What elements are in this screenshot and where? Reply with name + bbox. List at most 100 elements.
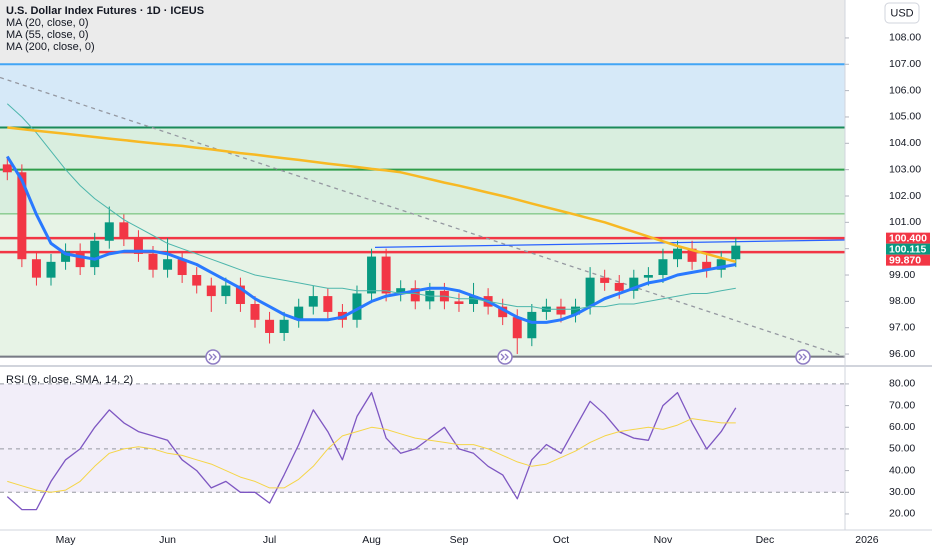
candle-body: [192, 275, 202, 286]
candle-body: [46, 261, 56, 278]
candle-body: [556, 306, 566, 315]
rsi-line: [6, 391, 737, 511]
candle-body: [527, 311, 537, 339]
candle-body: [396, 288, 406, 294]
candle-body: [498, 306, 508, 318]
symbol-title: U.S. Dollar Index Futures · 1D · ICEUS: [6, 5, 204, 17]
candle-body: [512, 317, 522, 339]
candle-body: [367, 256, 377, 294]
candle-body: [687, 248, 697, 262]
currency-label[interactable]: USD: [890, 7, 913, 19]
candle-body: [61, 251, 71, 262]
candle-body: [221, 285, 231, 297]
candle-body: [163, 259, 173, 270]
price-label: 99.870: [889, 254, 921, 266]
candle-body: [614, 282, 624, 291]
candle-body: [673, 248, 683, 260]
candle-body: [308, 296, 318, 307]
candle-body: [133, 238, 143, 254]
candle-body: [643, 275, 653, 278]
legend-entry: MA (55, close, 0): [6, 29, 89, 41]
y-tick-label: 103.00: [889, 163, 921, 175]
candle-body: [352, 293, 362, 320]
candle-body: [294, 306, 304, 320]
candle-body: [2, 164, 12, 173]
candle-body: [381, 256, 391, 294]
candle-body: [323, 296, 333, 312]
y-tick-label: 108.00: [889, 32, 921, 44]
y-tick-label: 70.00: [889, 399, 915, 411]
price-label-box: [886, 232, 930, 244]
x-tick-label: Jun: [159, 534, 176, 546]
x-tick-label: Aug: [362, 534, 381, 546]
candle-body: [90, 240, 100, 268]
rsi-band: [0, 383, 845, 493]
time-marker: [795, 349, 811, 365]
y-tick-label: 107.00: [889, 58, 921, 70]
price-label-box: [886, 243, 930, 255]
candle-body: [148, 253, 158, 270]
moving-average-line: [7, 126, 737, 264]
candle-body: [658, 259, 668, 276]
y-tick-label: 97.00: [889, 321, 915, 333]
candle-body: [629, 277, 639, 291]
y-tick-label: 105.00: [889, 111, 921, 123]
x-tick-label: Jul: [263, 534, 276, 546]
candle-body: [571, 306, 581, 315]
candle-body: [177, 259, 187, 276]
candle-body: [279, 319, 289, 333]
candle-body: [75, 251, 85, 268]
candle-body: [716, 259, 726, 270]
y-tick-label: 80.00: [889, 378, 915, 390]
candle-body: [31, 259, 41, 278]
time-marker: [497, 349, 513, 365]
y-tick-label: 106.00: [889, 84, 921, 96]
lower-background: [0, 358, 932, 550]
candle-body: [469, 296, 479, 304]
y-tick-label: 102.00: [889, 190, 921, 202]
x-tick-label: Sep: [450, 534, 469, 546]
x-tick-label: Oct: [553, 534, 569, 546]
candle-body: [585, 277, 595, 307]
x-tick-label: 2026: [855, 534, 879, 546]
candle-body: [17, 172, 27, 260]
rsi-title: RSI (9, close, SMA, 14, 2): [6, 374, 133, 386]
y-tick-label: 104.00: [889, 137, 921, 149]
y-tick-label: 98.00: [889, 295, 915, 307]
y-tick-label: 30.00: [889, 486, 915, 498]
time-marker: [205, 349, 221, 365]
x-tick-label: Dec: [756, 534, 775, 546]
candle-body: [235, 285, 245, 304]
candle-body: [250, 303, 260, 320]
y-tick-label: 99.00: [889, 269, 915, 281]
currency-button[interactable]: [884, 2, 920, 24]
zone: [0, 64, 845, 128]
candle-body: [104, 222, 114, 241]
candle-body: [731, 245, 741, 260]
candle-body: [265, 319, 275, 333]
y-tick-label: 50.00: [889, 443, 915, 455]
y-tick-label: 20.00: [889, 508, 915, 520]
candle-body: [410, 288, 420, 302]
candle-body: [600, 277, 610, 283]
trendline: [374, 239, 846, 249]
price-label: 100.400: [889, 232, 927, 244]
candle-body: [702, 261, 712, 270]
candle-body: [454, 301, 464, 304]
legend-entry: MA (20, close, 0): [6, 17, 89, 29]
y-tick-label: 40.00: [889, 464, 915, 476]
moving-average-line: [6, 155, 737, 324]
price-label: 100.115: [889, 243, 927, 255]
legend-entry: MA (200, close, 0): [6, 41, 95, 53]
y-tick-label: 101.00: [889, 216, 921, 228]
y-tick-label: 96.00: [889, 348, 915, 360]
price-label-box: [886, 254, 930, 266]
x-tick-label: May: [56, 534, 77, 546]
moving-average-line: [6, 103, 736, 310]
rsi-sma-line: [7, 418, 736, 493]
candle-body: [119, 222, 129, 239]
y-tick-label: 60.00: [889, 421, 915, 433]
x-tick-label: Nov: [654, 534, 673, 546]
candle-body: [206, 285, 216, 297]
